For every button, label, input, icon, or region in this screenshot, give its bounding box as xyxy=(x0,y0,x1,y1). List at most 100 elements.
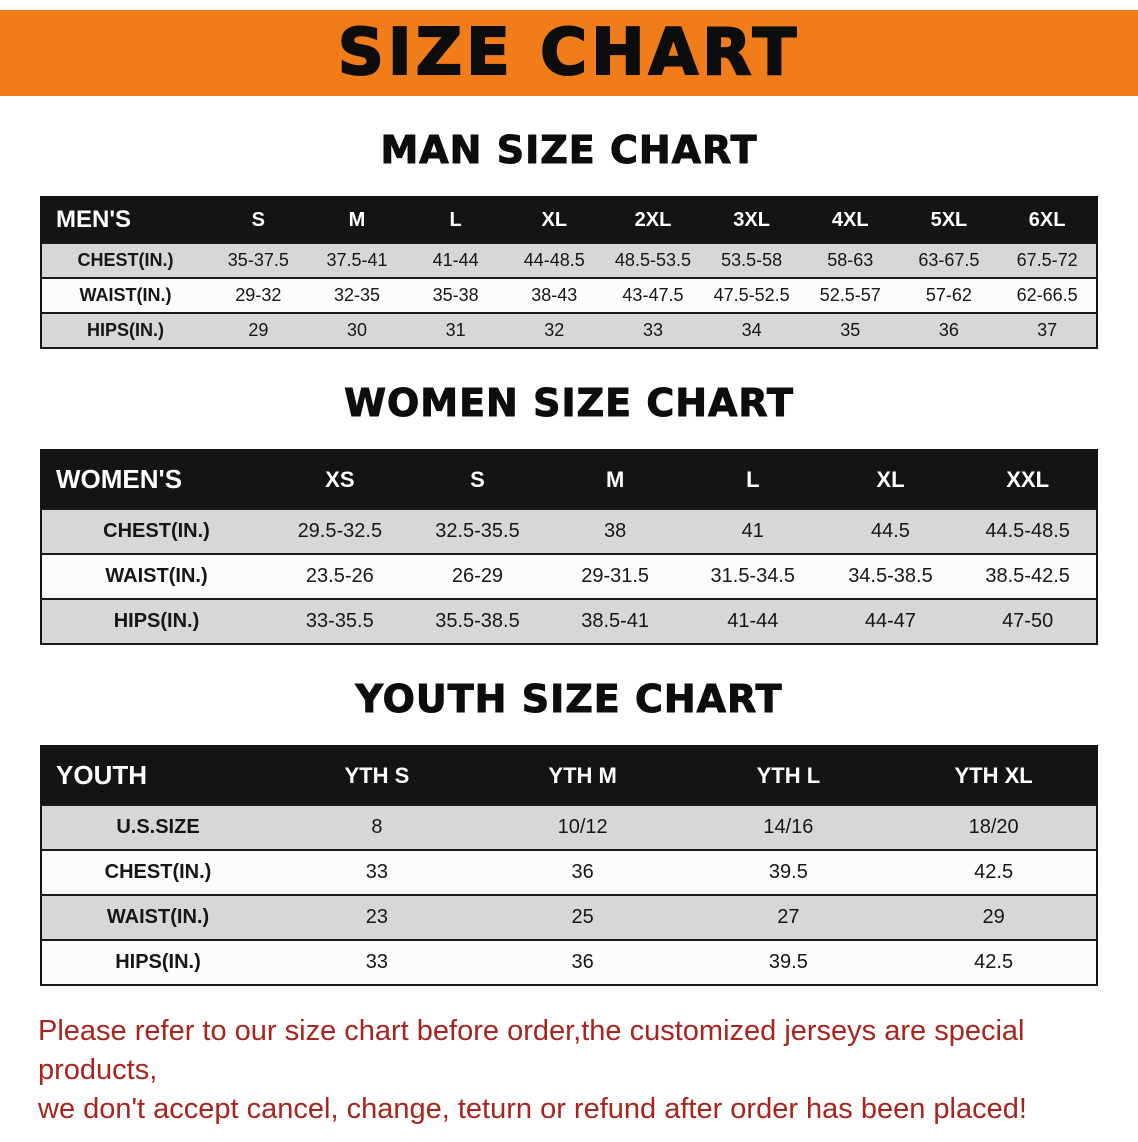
disclaimer: Please refer to our size chart before or… xyxy=(38,1012,1100,1129)
column-header: S xyxy=(209,197,308,243)
table-cell: 31 xyxy=(406,312,505,349)
table-row: CHEST(IN.) 33 36 39.5 42.5 xyxy=(41,849,1097,896)
table-row: CHEST(IN.) 35-37.5 37.5-41 41-44 44-48.5 48.5… xyxy=(41,242,1097,279)
row-label: WAIST(IN.) xyxy=(41,553,271,600)
table-cell: 38.5-41 xyxy=(546,598,684,645)
table-cell: 29-31.5 xyxy=(546,553,684,600)
table-cell: 30 xyxy=(307,312,407,349)
table-row: HIPS(IN.) 33-35.5 35.5-38.5 38.5-41 41-44 44-… xyxy=(41,598,1097,645)
row-label: WAIST(IN.) xyxy=(41,277,209,314)
table-title-cell: WOMEN'S xyxy=(41,450,271,509)
table-cell: 42.5 xyxy=(891,939,1097,986)
size-chart-banner: SIZE CHART xyxy=(0,10,1138,96)
table-title-cell: MEN'S xyxy=(41,197,209,243)
column-header: YTH L xyxy=(685,746,892,805)
youth-size-section: YOUTH SIZE CHART YOUTH YTH S YTH M YTH L YTH… xyxy=(0,677,1138,986)
table-cell: 33 xyxy=(603,312,703,349)
table-cell: 32-35 xyxy=(307,277,407,314)
table-cell: 43-47.5 xyxy=(603,277,703,314)
table-cell: 63-67.5 xyxy=(899,242,999,279)
table-cell: 53.5-58 xyxy=(702,242,801,279)
table-cell: 42.5 xyxy=(891,849,1097,896)
row-label: WAIST(IN.) xyxy=(41,894,274,941)
table-cell: 39.5 xyxy=(685,849,892,896)
table-cell: 35-37.5 xyxy=(209,242,308,279)
row-label: U.S.SIZE xyxy=(41,804,274,851)
women-size-section: WOMEN SIZE CHART WOMEN'S XS S M L XL XXL CHEST(… xyxy=(0,381,1138,645)
table-cell: 47-50 xyxy=(959,598,1097,645)
table-row: HIPS(IN.) 29 30 31 32 33 34 35 36 37 xyxy=(41,312,1097,349)
header-row: MEN'S S M L XL 2XL 3XL 4XL 5XL 6XL xyxy=(41,197,1097,243)
column-header: 3XL xyxy=(702,197,801,243)
table-cell: 26-29 xyxy=(408,553,547,600)
table-cell: 33 xyxy=(274,849,480,896)
table-row: WAIST(IN.) 23.5-26 26-29 29-31.5 31.5-34.5 34… xyxy=(41,553,1097,600)
men-size-table: MEN'S S M L XL 2XL 3XL 4XL 5XL 6XL CHEST(IN.) 35-37… xyxy=(40,196,1098,349)
column-header: YTH XL xyxy=(891,746,1097,805)
column-header: L xyxy=(406,197,505,243)
row-label: CHEST(IN.) xyxy=(41,849,274,896)
table-cell: 44.5-48.5 xyxy=(959,508,1097,555)
table-cell: 44-47 xyxy=(821,598,960,645)
table-cell: 37.5-41 xyxy=(307,242,407,279)
column-header: M xyxy=(307,197,407,243)
table-cell: 31.5-34.5 xyxy=(683,553,822,600)
table-row: U.S.SIZE 8 10/12 14/16 18/20 xyxy=(41,804,1097,851)
table-cell: 23 xyxy=(274,894,480,941)
column-header: 5XL xyxy=(899,197,999,243)
youth-section-title: YOUTH SIZE CHART xyxy=(355,677,783,722)
row-label: HIPS(IN.) xyxy=(41,939,274,986)
youth-size-table: YOUTH YTH S YTH M YTH L YTH XL U.S.SIZE 8 10/12… xyxy=(40,745,1098,986)
table-cell: 36 xyxy=(899,312,999,349)
column-header: YTH S xyxy=(274,746,480,805)
column-header: XL xyxy=(821,450,960,509)
men-size-section: MAN SIZE CHART MEN'S S M L XL 2XL 3XL 4XL 5XL 6XL… xyxy=(0,128,1138,349)
table-cell: 52.5-57 xyxy=(800,277,900,314)
table-cell: 38 xyxy=(546,508,684,555)
row-label: HIPS(IN.) xyxy=(41,312,209,349)
table-cell: 44-48.5 xyxy=(504,242,604,279)
disclaimer-line-1: Please refer to our size chart before or… xyxy=(38,1015,1025,1087)
table-cell: 32.5-35.5 xyxy=(408,508,547,555)
column-header: S xyxy=(408,450,547,509)
table-row: WAIST(IN.) 29-32 32-35 35-38 38-43 43-47.5 47.… xyxy=(41,277,1097,314)
table-cell: 35.5-38.5 xyxy=(408,598,547,645)
disclaimer-line-2: we don't accept cancel, change, teturn o… xyxy=(38,1093,1027,1126)
table-cell: 41 xyxy=(683,508,822,555)
row-label: CHEST(IN.) xyxy=(41,508,271,555)
men-section-title: MAN SIZE CHART xyxy=(380,128,758,173)
table-cell: 34 xyxy=(702,312,801,349)
table-cell: 47.5-52.5 xyxy=(702,277,801,314)
table-cell: 41-44 xyxy=(406,242,505,279)
column-header: XXL xyxy=(959,450,1097,509)
column-header: M xyxy=(546,450,684,509)
table-cell: 38.5-42.5 xyxy=(959,553,1097,600)
table-cell: 29.5-32.5 xyxy=(271,508,409,555)
table-cell: 29-32 xyxy=(209,277,308,314)
table-cell: 33-35.5 xyxy=(271,598,409,645)
table-cell: 34.5-38.5 xyxy=(821,553,960,600)
table-cell: 29 xyxy=(209,312,308,349)
header-row: WOMEN'S XS S M L XL XXL xyxy=(41,450,1097,509)
table-title-cell: YOUTH xyxy=(41,746,274,805)
table-cell: 14/16 xyxy=(685,804,892,851)
column-header: 6XL xyxy=(998,197,1097,243)
women-section-title: WOMEN SIZE CHART xyxy=(344,381,794,426)
column-header: XL xyxy=(504,197,604,243)
table-cell: 58-63 xyxy=(800,242,900,279)
table-cell: 35 xyxy=(800,312,900,349)
table-cell: 37 xyxy=(998,312,1097,349)
table-cell: 18/20 xyxy=(891,804,1097,851)
table-cell: 62-66.5 xyxy=(998,277,1097,314)
table-cell: 25 xyxy=(479,894,686,941)
column-header: 2XL xyxy=(603,197,703,243)
table-cell: 23.5-26 xyxy=(271,553,409,600)
header-row: YOUTH YTH S YTH M YTH L YTH XL xyxy=(41,746,1097,805)
table-cell: 33 xyxy=(274,939,480,986)
table-cell: 32 xyxy=(504,312,604,349)
column-header: XS xyxy=(271,450,409,509)
table-cell: 67.5-72 xyxy=(998,242,1097,279)
row-label: CHEST(IN.) xyxy=(41,242,209,279)
table-cell: 39.5 xyxy=(685,939,892,986)
table-cell: 29 xyxy=(891,894,1097,941)
